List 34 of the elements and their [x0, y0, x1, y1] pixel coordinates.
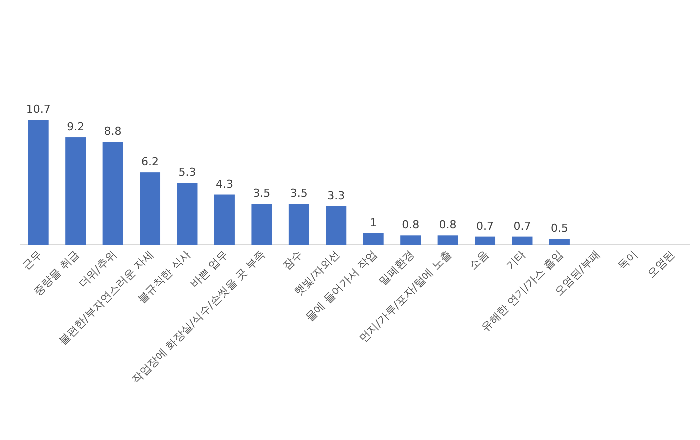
data-label: 5.3: [178, 166, 196, 180]
bar: [549, 239, 570, 245]
bar: [214, 194, 235, 245]
data-label: 10.7: [26, 103, 51, 116]
bar: [438, 236, 458, 245]
data-label: 0.8: [402, 218, 420, 232]
bar: [102, 142, 124, 245]
data-label: 0.7: [476, 220, 494, 233]
bar: [326, 206, 347, 245]
bar: [28, 120, 49, 245]
bar: [400, 236, 422, 245]
data-label: 9.2: [67, 120, 85, 134]
bar: [512, 236, 533, 245]
bar: [140, 172, 161, 245]
data-label: 0.7: [514, 220, 532, 233]
bar: [288, 204, 310, 245]
data-label: 4.3: [216, 178, 234, 191]
x-tick-label: 독이: [616, 248, 640, 273]
data-label: 1: [370, 216, 378, 230]
bar: [66, 138, 86, 245]
data-label: 0.8: [439, 218, 457, 232]
x-tick-label: 기타: [504, 248, 529, 273]
data-label: 3.5: [253, 187, 271, 200]
data-label: 0.5: [550, 222, 568, 236]
bar: [177, 183, 198, 245]
bar: [363, 233, 384, 245]
data-label: 6.2: [142, 156, 160, 169]
bar: [475, 236, 496, 245]
data-label: 8.8: [104, 125, 122, 138]
data-label: 3.5: [290, 187, 308, 200]
x-tick-label: 근무: [20, 248, 45, 273]
bar: [252, 204, 272, 245]
x-tick-label: 소음: [466, 248, 492, 273]
data-label: 3.3: [328, 189, 346, 202]
